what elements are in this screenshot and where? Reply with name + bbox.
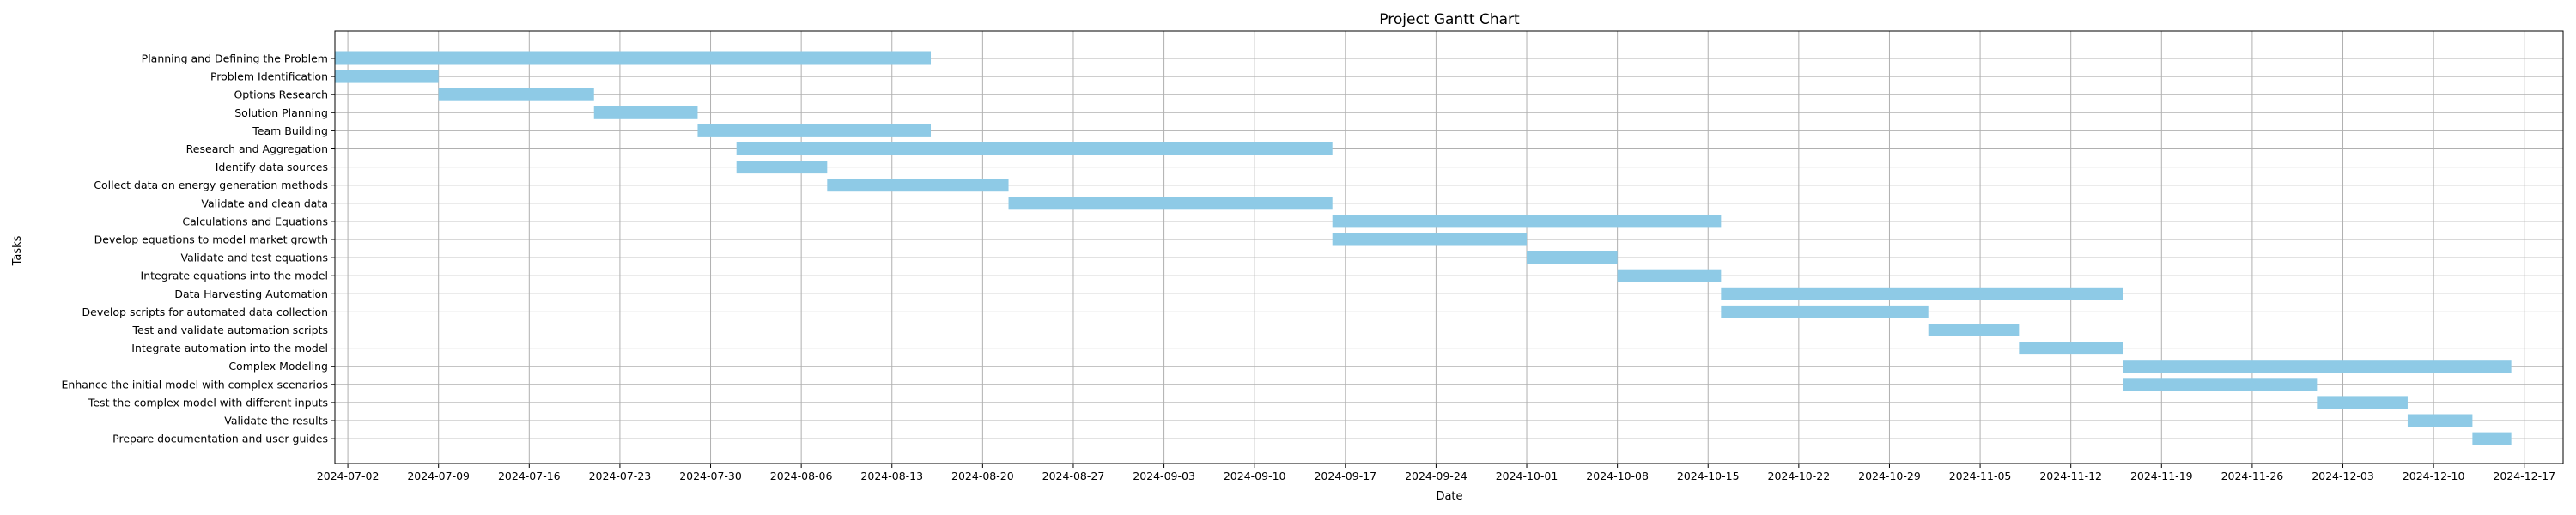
task-label: Prepare documentation and user guides xyxy=(112,433,328,445)
task-label: Develop scripts for automated data colle… xyxy=(82,306,328,318)
task-bar xyxy=(697,124,932,137)
task-bar xyxy=(1332,233,1528,246)
task-bar xyxy=(1721,287,2123,300)
x-tick-label: 2024-07-30 xyxy=(679,470,742,482)
task-label: Planning and Defining the Problem xyxy=(142,52,328,65)
x-tick-label: 2024-12-17 xyxy=(2493,470,2555,482)
task-label: Team Building xyxy=(252,124,328,137)
task-label: Solution Planning xyxy=(234,106,328,119)
x-tick-label: 2024-11-19 xyxy=(2130,470,2193,482)
task-bar xyxy=(2123,360,2512,373)
task-label: Develop equations to model market growth xyxy=(94,233,328,246)
task-label: Identify data sources xyxy=(216,161,328,173)
task-label: Test the complex model with different in… xyxy=(88,396,328,409)
task-label: Collect data on energy generation method… xyxy=(94,179,328,191)
task-label: Data Harvesting Automation xyxy=(174,288,328,300)
grid-lines xyxy=(335,31,2563,464)
task-bar xyxy=(2123,378,2318,391)
x-tick-label: 2024-09-03 xyxy=(1133,470,1195,482)
task-bar xyxy=(593,106,698,119)
x-tick-label: 2024-10-08 xyxy=(1586,470,1649,482)
task-label: Integrate equations into the model xyxy=(141,270,328,282)
x-tick-label: 2024-11-05 xyxy=(1949,470,2012,482)
x-tick-label: 2024-10-15 xyxy=(1677,470,1740,482)
task-label: Calculations and Equations xyxy=(182,215,328,227)
task-bar xyxy=(1527,251,1618,264)
task-label: Validate the results xyxy=(224,415,328,427)
task-bar xyxy=(736,142,1333,155)
task-bar xyxy=(438,88,594,101)
task-bar xyxy=(2472,432,2512,445)
task-label: Validate and test equations xyxy=(181,251,328,264)
task-bar xyxy=(2317,396,2408,409)
task-bar xyxy=(827,179,1009,192)
chart-title: Project Gantt Chart xyxy=(1379,11,1520,28)
x-tick-label: 2024-12-03 xyxy=(2312,470,2374,482)
plot-area-frame xyxy=(334,30,2564,464)
task-bars xyxy=(335,52,2512,445)
task-bar xyxy=(1928,324,2020,336)
x-tick-label: 2024-09-17 xyxy=(1314,470,1376,482)
x-tick-label: 2024-11-26 xyxy=(2221,470,2284,482)
task-label: Research and Aggregation xyxy=(186,142,328,155)
task-label: Enhance the initial model with complex s… xyxy=(62,378,328,391)
task-label: Options Research xyxy=(234,88,328,101)
task-bar xyxy=(1617,269,1722,282)
x-tick-label: 2024-07-02 xyxy=(317,470,380,482)
x-tick-label: 2024-07-16 xyxy=(498,470,561,482)
x-tick-label: 2024-11-12 xyxy=(2039,470,2102,482)
x-tick-label: 2024-10-22 xyxy=(1768,470,1831,482)
axis-ticks: 2024-07-02 2024-07-09 2024-07-16 2024-07-23… xyxy=(62,52,2556,483)
x-tick-label: 2024-09-10 xyxy=(1224,470,1286,482)
task-bar xyxy=(2407,414,2473,427)
x-tick-label: 2024-08-27 xyxy=(1042,470,1105,482)
task-bar xyxy=(736,161,828,174)
task-label: Validate and clean data xyxy=(201,197,328,209)
x-tick-label: 2024-08-20 xyxy=(951,470,1014,482)
task-bar xyxy=(1332,215,1722,228)
x-tick-label: 2024-07-23 xyxy=(589,470,652,482)
x-tick-label: 2024-12-10 xyxy=(2403,470,2465,482)
x-tick-label: 2024-08-13 xyxy=(860,470,923,482)
task-label: Problem Identification xyxy=(210,70,328,83)
x-tick-label: 2024-07-09 xyxy=(407,470,470,482)
task-label: Integrate automation into the model xyxy=(131,342,328,354)
task-label: Complex Modeling xyxy=(228,360,328,373)
x-tick-label: 2024-09-24 xyxy=(1405,470,1467,482)
y-axis-label: Tasks xyxy=(11,235,24,266)
task-bar xyxy=(1721,305,1929,318)
x-tick-label: 2024-10-29 xyxy=(1858,470,1921,482)
task-bar xyxy=(2019,342,2123,355)
x-axis-label: Date xyxy=(1436,490,1462,503)
task-bar xyxy=(1008,197,1333,210)
task-bar xyxy=(335,52,932,65)
x-tick-label: 2024-10-01 xyxy=(1496,470,1558,482)
task-label: Test and validate automation scripts xyxy=(132,324,328,336)
x-tick-label: 2024-08-06 xyxy=(770,470,833,482)
task-bar xyxy=(335,70,439,83)
